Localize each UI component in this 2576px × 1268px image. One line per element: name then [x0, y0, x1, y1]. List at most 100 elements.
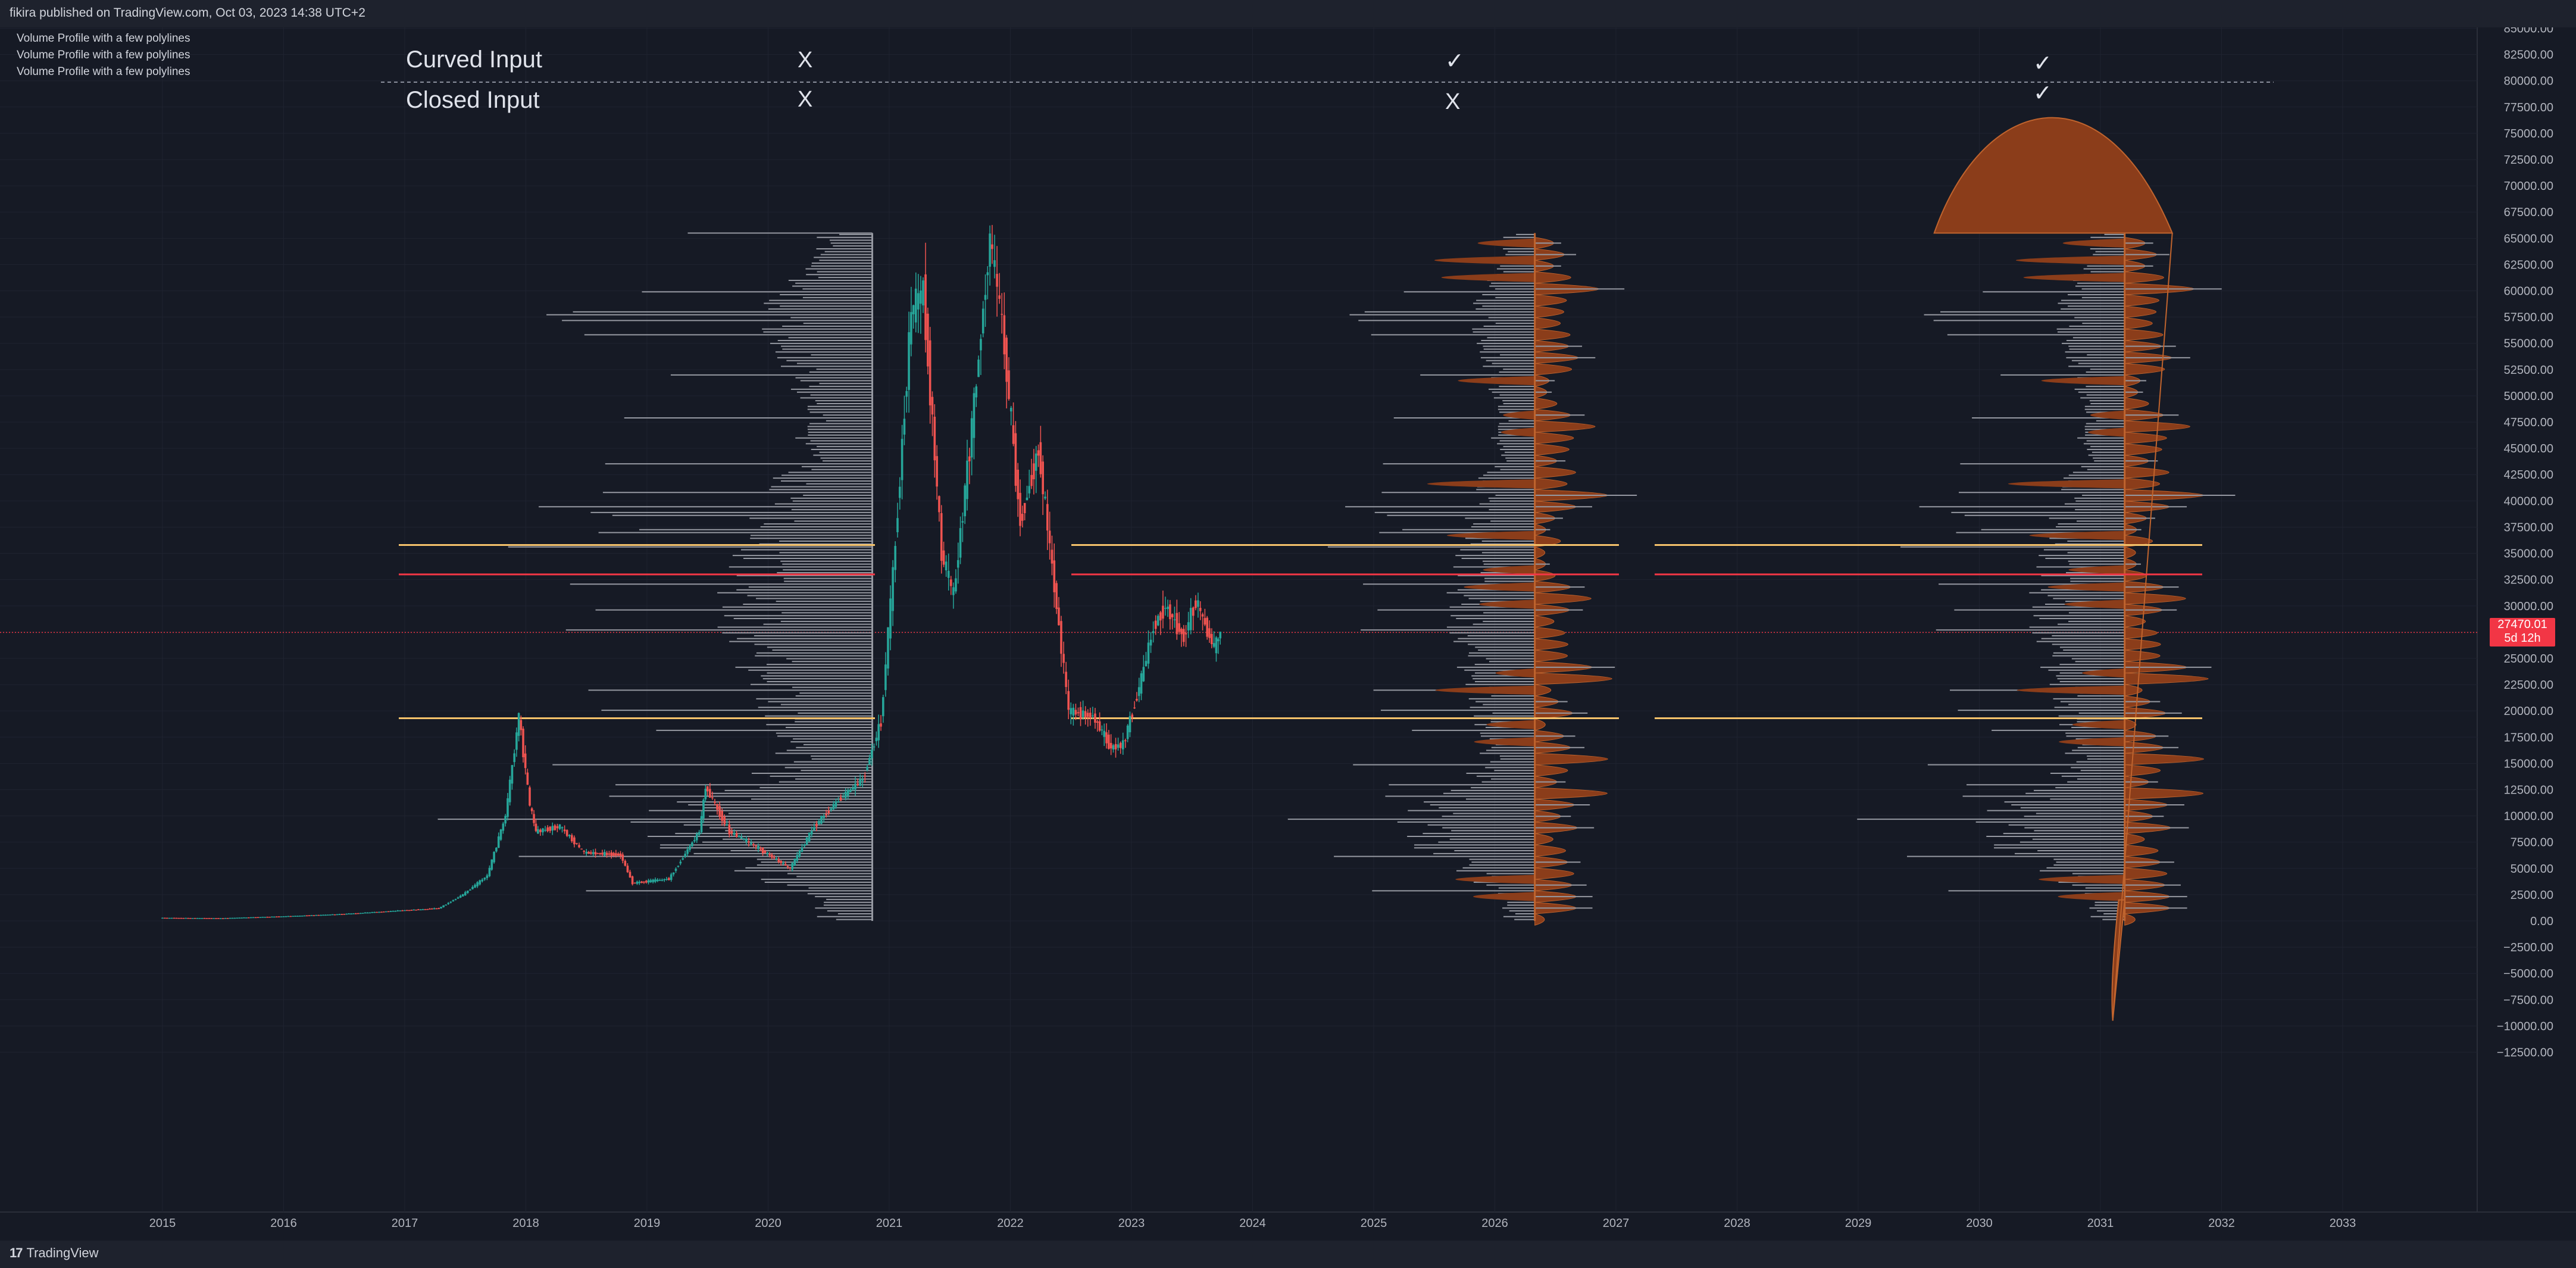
profile-curve — [2124, 673, 2209, 685]
indicator-legend-2[interactable]: Volume Profile with a few polylines — [17, 49, 190, 61]
candle-body — [917, 293, 920, 310]
brand[interactable]: 17 TradingView — [10, 1245, 99, 1261]
candle-body — [440, 907, 442, 909]
candle-body — [483, 877, 486, 880]
candle-body — [537, 829, 539, 834]
y-tick-label: 47500.00 — [2504, 416, 2553, 429]
candle-body — [803, 844, 806, 847]
candle-body — [716, 804, 718, 810]
candle-body — [1044, 496, 1046, 499]
candle-body — [205, 918, 208, 919]
x-tick-label: 2017 — [392, 1217, 418, 1230]
candle-body — [517, 713, 520, 736]
candle-body — [495, 847, 498, 852]
candle-body — [737, 835, 740, 838]
indicator-legend-3[interactable]: Volume Profile with a few polylines — [17, 65, 190, 78]
curved-mark-2: ✓ — [1445, 49, 1464, 74]
candle-body — [371, 912, 374, 913]
candle-body — [920, 291, 922, 304]
candle-body — [554, 825, 557, 830]
curved-mark-3: ✓ — [2033, 51, 2052, 76]
candle-body — [1171, 614, 1174, 617]
candle-body — [693, 840, 696, 842]
candle-body — [594, 852, 597, 855]
profile-curve-left — [1464, 582, 1535, 592]
chart-canvas[interactable]: 85000.00 82500.00 80000.00 77500.00 75000.00… — [0, 27, 2576, 1241]
profile-curve-left — [1503, 410, 1535, 420]
x-tick-label: 2018 — [512, 1217, 539, 1230]
x-tick-label: 2027 — [1603, 1217, 1630, 1230]
candle-body — [784, 864, 787, 866]
candle-body — [702, 799, 705, 819]
candle-body — [698, 832, 701, 835]
y-tick-label: −2500.00 — [2503, 941, 2553, 954]
y-tick-label: 37500.00 — [2504, 521, 2553, 534]
candle-body — [981, 308, 984, 334]
candle-body — [677, 866, 680, 867]
candle-body — [565, 830, 568, 836]
candle-body — [524, 753, 527, 769]
y-tick-label: −12500.00 — [2497, 1047, 2553, 1060]
closed-mark-1: X — [798, 87, 813, 112]
candle-body — [755, 845, 757, 847]
candle-body — [259, 917, 262, 918]
candle-body — [412, 909, 415, 911]
candle-body — [1108, 735, 1110, 749]
y-tick-label: 55000.00 — [2504, 338, 2553, 351]
y-axis[interactable]: 85000.00 82500.00 80000.00 77500.00 75000.00… — [2497, 27, 2553, 1060]
x-axis[interactable]: 2015 2016 2017 2018 2019 2020 2021 2022 2023 2024… — [149, 1217, 2356, 1230]
closed-mark-2: X — [1445, 89, 1461, 114]
candle-body — [592, 852, 595, 854]
candle-body — [583, 851, 585, 852]
candle-body — [757, 846, 759, 850]
profile-curve — [1534, 764, 1568, 777]
candle-body — [936, 456, 938, 487]
candle-body — [192, 918, 194, 919]
candle-body — [305, 915, 308, 917]
candle-body — [793, 858, 796, 866]
candle-body — [308, 915, 311, 917]
profile-curve-left — [1427, 479, 1535, 489]
candle-body — [750, 842, 752, 844]
y-tick-label: 60000.00 — [2504, 285, 2553, 298]
candle-body — [424, 909, 427, 910]
candle-body — [361, 913, 364, 914]
brand-name: TradingView — [26, 1245, 99, 1260]
candle-body — [539, 829, 542, 832]
candle-body — [905, 391, 908, 397]
candle-body — [590, 852, 592, 854]
candle-body — [624, 861, 627, 866]
candle-body — [378, 911, 380, 913]
candle-body — [299, 916, 301, 917]
candle-body — [640, 881, 643, 883]
profile-curve-left — [2029, 530, 2125, 541]
candle-body — [686, 849, 689, 854]
candle-body — [292, 916, 294, 917]
candle-body — [1028, 486, 1031, 494]
candle-body — [1105, 732, 1108, 744]
tradingview-logo-icon: 17 — [10, 1245, 23, 1260]
candle-body — [927, 313, 929, 367]
candle-body — [280, 916, 283, 917]
candle-body — [1077, 712, 1080, 714]
candle-body — [896, 518, 899, 533]
candle-body — [735, 833, 738, 837]
price-series — [161, 224, 1222, 919]
candle-body — [798, 851, 801, 857]
candle-body — [714, 801, 716, 803]
x-tick-label: 2021 — [876, 1217, 903, 1230]
profile-curve — [2124, 764, 2161, 777]
candle-body — [1101, 729, 1103, 731]
candle-body — [236, 917, 239, 919]
candle-body — [711, 797, 714, 798]
y-tick-label: 12500.00 — [2504, 783, 2553, 797]
candle-body — [771, 854, 773, 858]
candle-body — [1094, 713, 1096, 723]
candle-body — [933, 416, 936, 461]
profile-curve-left — [1500, 427, 1535, 437]
candle-body — [1195, 600, 1197, 608]
candle-body — [561, 827, 564, 829]
indicator-legend-1[interactable]: Volume Profile with a few polylines — [17, 32, 190, 45]
candle-body — [556, 826, 559, 829]
candle-body — [366, 912, 369, 914]
